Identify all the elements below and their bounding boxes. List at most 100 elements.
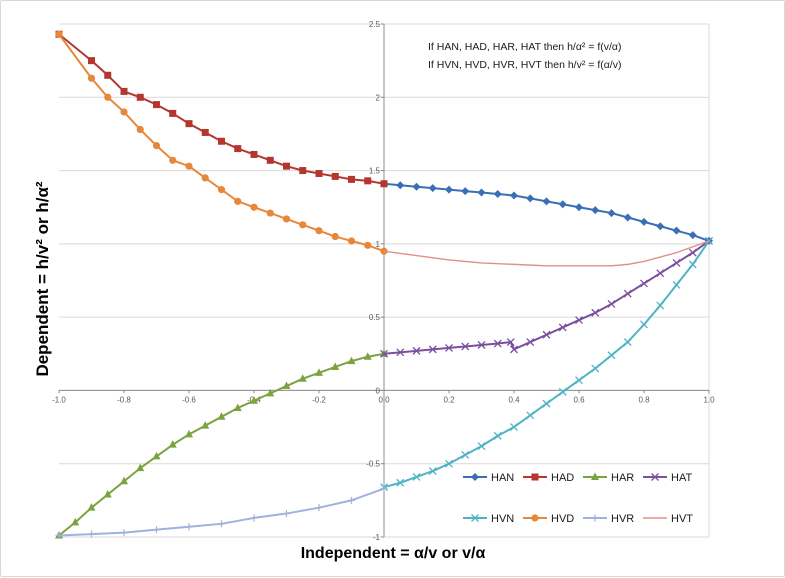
- data-point-har: [217, 412, 226, 420]
- data-point-har: [233, 403, 242, 412]
- data-point-har: [298, 374, 307, 382]
- data-point-had: [315, 170, 323, 178]
- data-point-hvd: [217, 186, 226, 194]
- data-point-hvr: [120, 529, 128, 537]
- x-tick-label: 0.8: [638, 395, 650, 404]
- legend-label-hvn: HVN: [491, 513, 514, 525]
- data-point-hvd: [331, 232, 339, 241]
- data-point-han: [445, 185, 453, 194]
- annotation-line-2: If HVN, HVD, HVR, HVT then h/v² = f(α/v): [428, 59, 621, 71]
- data-point-han: [623, 213, 632, 222]
- data-point-har: [103, 489, 112, 498]
- data-point-han: [412, 182, 421, 191]
- y-tick-labels: -1 -0.5 0 0.5 1 1.5 2 2.5: [366, 20, 384, 542]
- x-tick-labels: -1.0-0.8-0.6-0.4-0.20.00.20.40.60.81.0: [52, 390, 715, 404]
- series-hvr: [55, 485, 388, 540]
- data-point-hat: [558, 323, 567, 332]
- data-point-hvn: [640, 320, 648, 329]
- legend-label-had: HAD: [551, 472, 574, 484]
- data-point-hvd: [250, 203, 258, 211]
- legend-item-hat: HAT: [643, 472, 692, 484]
- legend-item-hvr: HVR: [583, 513, 634, 525]
- data-point-han: [493, 190, 502, 199]
- legend-marker-hvn: [471, 514, 479, 522]
- data-point-han: [640, 217, 648, 226]
- data-point-han: [591, 206, 600, 215]
- data-point-hvd: [234, 197, 242, 205]
- data-point-har: [136, 463, 145, 472]
- data-point-har: [71, 517, 80, 526]
- x-tick-label: -1.0: [52, 395, 66, 404]
- legend-item-hvd: HVD: [523, 513, 574, 525]
- data-point-har: [363, 352, 372, 360]
- y-tick-label: 1: [376, 240, 381, 249]
- legend-label-hvd: HVD: [551, 513, 574, 525]
- data-point-hat: [526, 338, 535, 347]
- data-point-han: [461, 187, 470, 196]
- data-point-had: [266, 156, 274, 164]
- series-line-hat: [383, 240, 710, 355]
- data-point-hvn: [575, 376, 583, 385]
- data-point-hvd: [136, 125, 144, 134]
- data-point-hat: [445, 343, 453, 352]
- data-point-had: [250, 150, 258, 158]
- legend-item-han: HAN: [463, 472, 514, 484]
- data-point-har: [347, 356, 356, 365]
- data-point-han: [656, 222, 665, 231]
- series-line-han: [383, 182, 710, 242]
- data-point-hvr: [185, 523, 193, 531]
- data-point-har: [185, 429, 193, 438]
- data-point-hvd: [169, 156, 177, 164]
- data-point-han: [672, 226, 681, 235]
- data-point-hvd: [201, 174, 209, 182]
- legend-item-hvt: HVT: [643, 513, 693, 525]
- series-had: [55, 30, 388, 188]
- series-line-hvn: [383, 240, 710, 489]
- data-point-had: [153, 101, 160, 109]
- legend: HAN HAD HAR HAT HVN HVD HVR HVT: [463, 472, 693, 525]
- data-point-hat: [461, 342, 470, 351]
- data-point-hvr: [283, 510, 290, 518]
- data-point-hvd: [282, 215, 291, 223]
- data-point-hat: [542, 330, 551, 339]
- data-point-hvd: [104, 93, 112, 101]
- data-point-hvn: [461, 450, 470, 459]
- data-point-hvn: [428, 467, 437, 476]
- data-point-had: [120, 87, 128, 95]
- data-point-had: [169, 109, 177, 117]
- data-point-har: [120, 476, 128, 485]
- data-point-hat: [506, 338, 515, 347]
- data-point-har: [250, 396, 258, 404]
- data-point-hvr: [88, 530, 95, 538]
- data-point-hvd: [364, 241, 372, 249]
- data-point-hat: [412, 346, 421, 355]
- data-point-had: [283, 162, 290, 170]
- data-point-han: [510, 191, 518, 200]
- legend-marker-had: [531, 473, 539, 481]
- data-point-had: [348, 175, 355, 183]
- x-tick-label: 1.0: [703, 395, 715, 404]
- x-tick-label: -0.2: [312, 395, 326, 404]
- legend-item-had: HAD: [523, 472, 574, 484]
- data-point-hvn: [396, 478, 405, 487]
- data-point-had: [218, 137, 225, 145]
- data-point-hvd: [315, 227, 323, 235]
- data-point-hvd: [120, 108, 128, 116]
- data-point-hvr: [153, 526, 160, 534]
- data-point-hvd: [185, 162, 193, 170]
- data-point-hat: [575, 316, 583, 325]
- legend-label-han: HAN: [491, 472, 514, 484]
- y-tick-label: 0: [376, 386, 381, 395]
- data-point-har: [331, 362, 340, 370]
- data-point-hvr: [380, 485, 388, 493]
- data-point-had: [104, 71, 112, 79]
- legend-marker-har: [591, 472, 599, 480]
- data-point-hvn: [526, 411, 535, 420]
- data-point-hvd: [152, 142, 161, 150]
- legend-item-hvn: HVN: [463, 513, 514, 525]
- data-point-had: [331, 172, 339, 180]
- data-point-hat: [477, 341, 486, 349]
- data-point-hat: [396, 348, 405, 357]
- data-point-hat: [672, 258, 681, 267]
